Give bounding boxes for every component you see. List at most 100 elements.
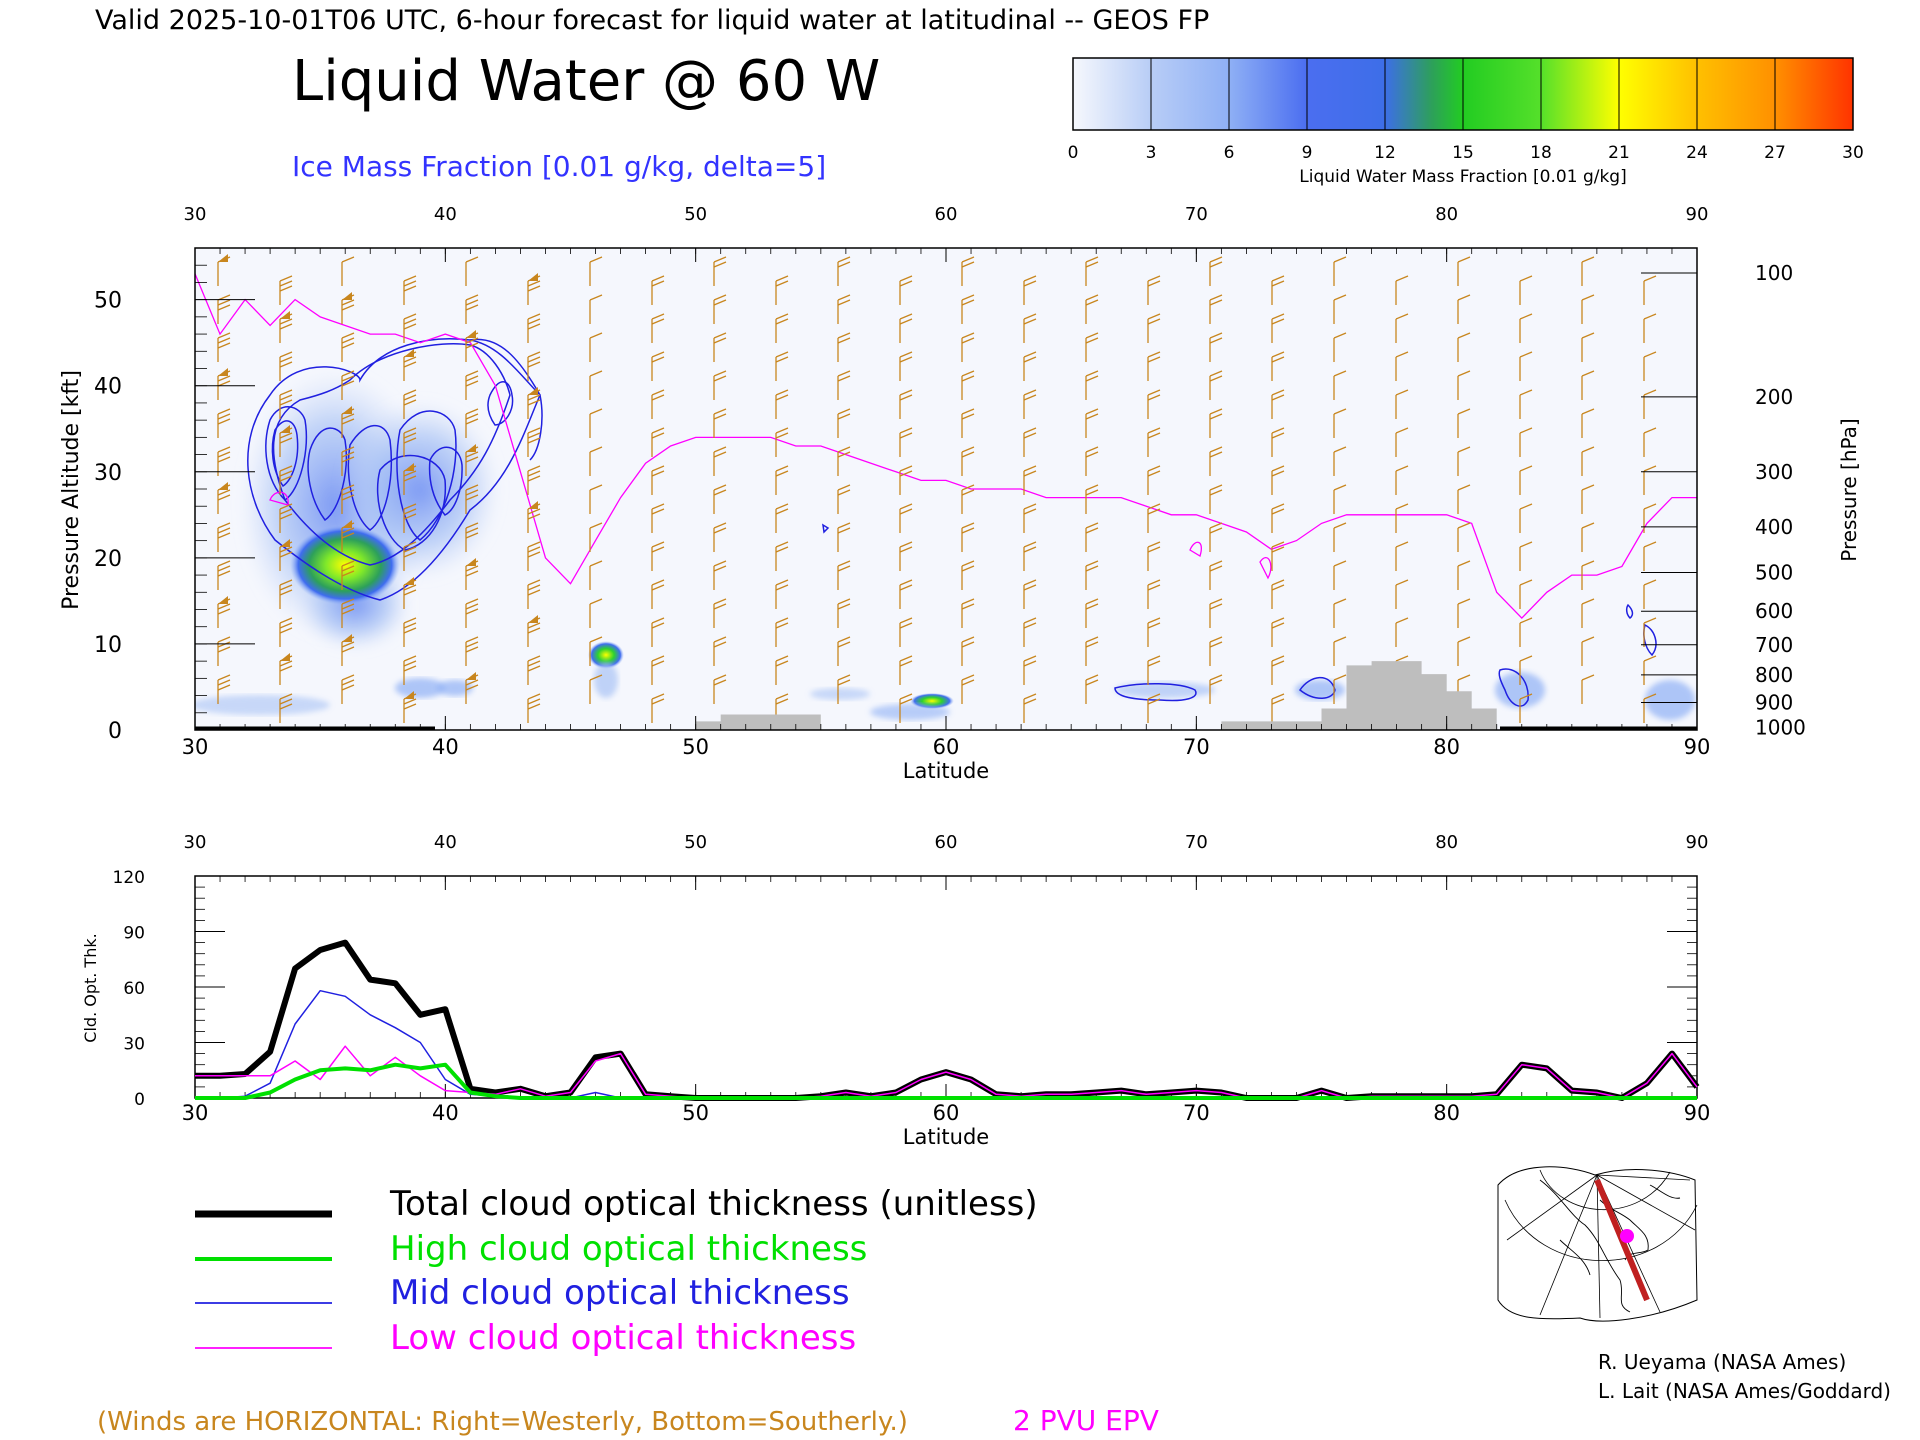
pressure-tick-label: 400: [1755, 515, 1793, 539]
wind-barb: [403, 463, 417, 495]
wind-barb: [713, 598, 727, 628]
wind-barb: [899, 351, 913, 381]
colorbar-tick-label: 30: [1842, 143, 1864, 163]
wind-barb: [1643, 579, 1657, 609]
wind-barb: [1519, 503, 1533, 533]
wind-barb: [961, 598, 975, 628]
top-ytick-label: 10: [94, 633, 122, 658]
wind-barb: [775, 617, 789, 647]
wind-barb: [1643, 389, 1657, 419]
wind-barb: [217, 368, 231, 400]
wind-barb: [1085, 522, 1099, 552]
wind-barb: [1457, 484, 1471, 514]
wind-barb: [1147, 579, 1161, 609]
ice-contour: [1625, 603, 1634, 619]
wind-barb: [1085, 446, 1099, 476]
ice-contour: [822, 523, 830, 534]
ice-contour: [271, 420, 299, 488]
wind-barb: [713, 294, 727, 324]
wind-barb: [279, 425, 293, 457]
wind-barb: [341, 598, 355, 628]
bottom-xtick-label-upper: 80: [1435, 832, 1458, 853]
cross-section-plot: 3030404050506060707080809090010203040501…: [59, 204, 1861, 783]
wind-barb: [1023, 465, 1037, 495]
wind-barb: [279, 275, 293, 305]
wind-barb: [341, 634, 355, 666]
wind-barb: [1271, 275, 1285, 305]
wind-barb: [651, 313, 665, 343]
wind-barb: [1147, 427, 1161, 457]
wind-barb: [1333, 370, 1347, 400]
wind-barb: [1271, 503, 1285, 533]
optical-thickness-frame: [194, 875, 1698, 1099]
wind-barb: [217, 332, 231, 362]
locator-map: [1497, 1166, 1698, 1322]
wind-barb: [1643, 351, 1657, 381]
wind-barb: [1581, 522, 1595, 552]
wind-barb: [1023, 655, 1037, 685]
liquid-water-blob: [195, 695, 330, 715]
wind-barb: [589, 598, 603, 628]
wind-barb: [1209, 370, 1223, 400]
wind-barb: [589, 408, 603, 438]
colorbar-tick-label: 21: [1608, 143, 1630, 163]
colorbar-tick-label: 6: [1224, 143, 1235, 163]
wind-barb: [589, 484, 603, 514]
wind-barb: [1643, 541, 1657, 571]
pressure-tick-label: 900: [1755, 690, 1793, 714]
wind-barb: [217, 408, 231, 438]
ice-contour: [376, 454, 447, 551]
wind-barb: [589, 522, 603, 552]
wind-barb: [527, 273, 541, 305]
optical-thickness-plot: 30 30 40 40 50 50 60 60 70 70 80 80 90 90 0 30 60 90 120 L…: [81, 832, 1710, 1149]
wind-barb: [899, 503, 913, 533]
wind-barb: [1333, 294, 1347, 324]
wind-barb: [1271, 655, 1285, 685]
bottom-xtick-label: 60: [933, 1101, 960, 1125]
wind-barb: [1519, 427, 1533, 457]
wind-barb: [527, 501, 541, 533]
wind-barb: [1271, 313, 1285, 343]
wind-barb: [403, 655, 417, 685]
wind-barb: [899, 617, 913, 647]
wind-barb: [341, 406, 355, 438]
top-xtick-label-upper: 80: [1435, 204, 1458, 225]
wind-barb: [775, 503, 789, 533]
wind-barb: [1643, 427, 1657, 457]
top-xtick-label: 70: [1183, 735, 1210, 759]
wind-barb: [403, 313, 417, 343]
wind-barb: [589, 674, 603, 704]
high-line: [195, 1062, 1697, 1100]
wind-barb: [1147, 313, 1161, 343]
wind-barb: [651, 465, 665, 495]
wind-barb: [1085, 636, 1099, 666]
credit-2: L. Lait (NASA Ames/Goddard): [1598, 1379, 1891, 1403]
epv-line: [195, 273, 1697, 620]
wind-barb: [1457, 370, 1471, 400]
wind-barb: [465, 408, 479, 438]
ice-contour: [265, 406, 308, 501]
wind-barb: [1519, 351, 1533, 381]
wind-barb: [713, 522, 727, 552]
wind-barb: [837, 484, 851, 514]
bottom-xtick-label-upper: 50: [684, 832, 707, 853]
wind-barb: [217, 560, 231, 590]
wind-barb: [1023, 503, 1037, 533]
wind-barb: [1209, 332, 1223, 362]
ice-contour: [247, 338, 541, 601]
wind-barb: [589, 294, 603, 324]
wind-barb: [775, 465, 789, 495]
wind-barb: [1085, 484, 1099, 514]
wind-barb: [1023, 313, 1037, 343]
pressure-tick-label: 1000: [1755, 715, 1806, 739]
colorbar-tick-label: 3: [1146, 143, 1157, 163]
wind-barb: [1147, 541, 1161, 571]
wind-barb: [1147, 465, 1161, 495]
wind-barb: [465, 558, 479, 590]
wind-barb: [279, 311, 293, 343]
wind-barb: [589, 332, 603, 362]
wind-barb: [775, 275, 789, 305]
wind-barb: [713, 332, 727, 362]
liquid-water-blob: [1495, 672, 1545, 708]
wind-barb: [589, 256, 603, 286]
